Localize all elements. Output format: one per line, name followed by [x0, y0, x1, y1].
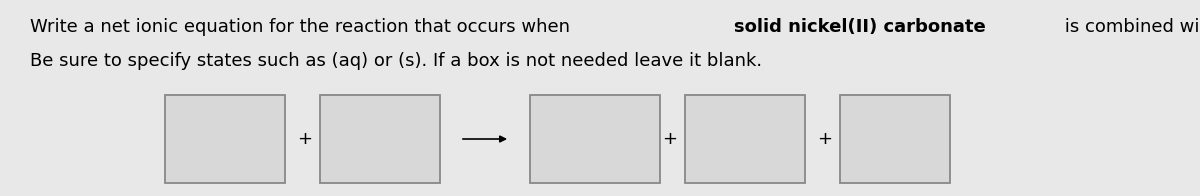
- Bar: [530, 95, 660, 183]
- Text: +: +: [662, 130, 678, 148]
- Text: Be sure to specify states such as (aq) or (s). If a box is not needed leave it b: Be sure to specify states such as (aq) o…: [30, 52, 762, 70]
- Bar: [166, 95, 286, 183]
- Bar: [685, 95, 805, 183]
- Bar: [840, 95, 950, 183]
- Text: Write a net ionic equation for the reaction that occurs when: Write a net ionic equation for the react…: [30, 18, 576, 36]
- Text: solid nickel(II) carbonate: solid nickel(II) carbonate: [734, 18, 986, 36]
- Text: +: +: [817, 130, 833, 148]
- Bar: [320, 95, 440, 183]
- Text: is combined with excess: is combined with excess: [1060, 18, 1200, 36]
- Text: +: +: [298, 130, 312, 148]
